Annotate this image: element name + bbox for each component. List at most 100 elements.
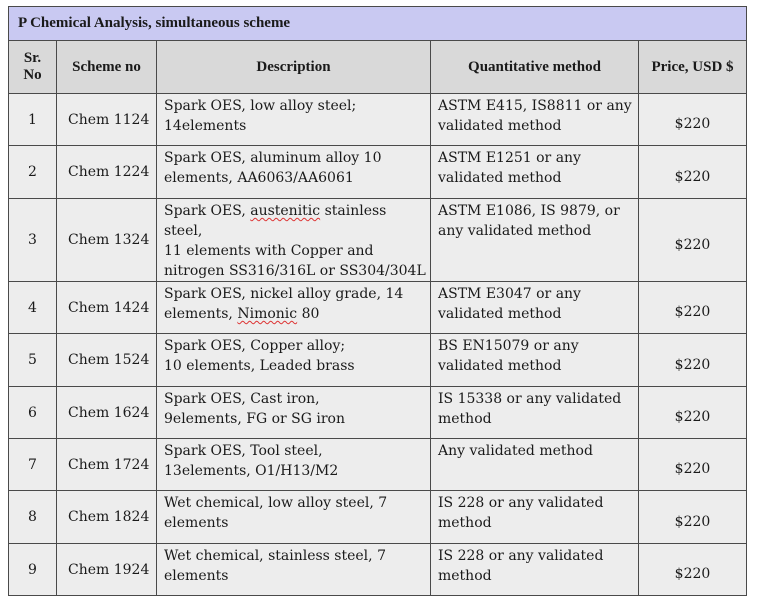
cell-description: Spark OES, aluminum alloy 10 elements, AA… (156, 145, 431, 199)
table-row: 6 Chem 1624 Spark OES, Cast iron, 9elements… (8, 386, 747, 439)
cell-scheme-no: Chem 1424 (56, 281, 157, 334)
header-description: Description (156, 40, 431, 94)
header-method: Quantitative method (430, 40, 639, 94)
cell-scheme-no: Chem 1824 (56, 490, 157, 544)
cell-scheme-no: Chem 1124 (56, 93, 157, 146)
cell-method: IS 228 or any validated method (430, 543, 639, 596)
description-line: elements, AA6063/AA6061 (164, 170, 354, 186)
cell-description: Wet chemical, stainless steel, 7 elements (156, 543, 431, 596)
method-line: IS 15338 or any validated (438, 391, 622, 407)
cell-sr-no: 1 (8, 93, 57, 146)
method-line: ASTM E1251 or any (438, 150, 581, 166)
table-row: 1 Chem 1124 Spark OES, low alloy steel; 14e… (8, 93, 747, 146)
method-line: validated method (438, 358, 562, 374)
method-line: method (438, 568, 492, 584)
description-line: Spark OES, Tool steel, (164, 443, 323, 459)
description-line: nitrogen SS316/316L or SS304/304L (164, 263, 426, 279)
cell-scheme-no: Chem 1924 (56, 543, 157, 596)
cell-sr-no: 2 (8, 145, 57, 199)
description-line: Wet chemical, stainless steel, 7 (164, 548, 386, 564)
cell-sr-no: 6 (8, 386, 57, 439)
description-line: Spark OES, Cast iron, (164, 391, 320, 407)
description-line: Spark OES, Copper alloy; (164, 338, 346, 354)
method-line: method (438, 411, 492, 427)
cell-price: $220 (638, 333, 747, 387)
cell-price: $220 (638, 438, 747, 491)
cell-price: $220 (638, 386, 747, 439)
cell-sr-no: 3 (8, 198, 57, 282)
cell-price: $220 (638, 490, 747, 544)
method-line: IS 228 or any validated (438, 495, 604, 511)
description-line: Wet chemical, low alloy steel, 7 (164, 495, 388, 511)
cell-price: $220 (638, 543, 747, 596)
cell-description: Spark OES, Copper alloy; 10 elements, Lea… (156, 333, 431, 387)
method-line: IS 228 or any validated (438, 548, 604, 564)
cell-method: ASTM E415, IS8811 or any validated method (430, 93, 639, 146)
cell-method: IS 228 or any validated method (430, 490, 639, 544)
header-scheme-no: Scheme no (56, 40, 157, 94)
description-line: 13elements, O1/H13/M2 (164, 463, 339, 479)
description-line: 9elements, FG or SG iron (164, 411, 346, 427)
table-title-row: P Chemical Analysis, simultaneous scheme (8, 6, 747, 41)
cell-method: BS EN15079 or any validated method (430, 333, 639, 387)
description-line: Spark OES, aluminum alloy 10 (164, 150, 382, 166)
table-row: 3 Chem 1324 Spark OES, austenitic stainles… (8, 198, 747, 282)
description-line: 11 elements with Copper and (164, 243, 374, 259)
cell-description: Spark OES, low alloy steel; 14elements (156, 93, 431, 146)
description-line: Spark OES, nickel alloy grade, 14 (164, 286, 404, 302)
cell-price: $220 (638, 198, 747, 282)
method-line: method (438, 515, 492, 531)
cell-description: Wet chemical, low alloy steel, 7 elements (156, 490, 431, 544)
cell-scheme-no: Chem 1724 (56, 438, 157, 491)
cell-price: $220 (638, 145, 747, 199)
cell-price: $220 (638, 281, 747, 334)
description-line: elements (164, 515, 229, 531)
cell-sr-no: 8 (8, 490, 57, 544)
cell-method: ASTM E1251 or any validated method (430, 145, 639, 199)
description-line: elements (164, 568, 229, 584)
table-row: 4 Chem 1424 Spark OES, nickel alloy grade,… (8, 281, 747, 334)
method-line: ASTM E1086, IS 9879, or (438, 203, 620, 219)
cell-description: Spark OES, Tool steel, 13elements, O1/H13… (156, 438, 431, 491)
cell-sr-no: 4 (8, 281, 57, 334)
description-line: Spark OES, austenitic stainless steel, (164, 203, 387, 239)
table-body: 1 Chem 1124 Spark OES, low alloy steel; 14e… (8, 93, 747, 596)
method-line: Any validated method (438, 443, 593, 459)
cell-scheme-no: Chem 1224 (56, 145, 157, 199)
method-line: ASTM E3047 or any (438, 286, 581, 302)
cell-description: Spark OES, nickel alloy grade, 14 element… (156, 281, 431, 334)
cell-scheme-no: Chem 1524 (56, 333, 157, 387)
scheme-table: P Chemical Analysis, simultaneous scheme… (8, 6, 747, 596)
method-line: BS EN15079 or any (438, 338, 579, 354)
description-line: 14elements (164, 118, 247, 134)
scheme-table-container: P Chemical Analysis, simultaneous scheme… (8, 6, 747, 596)
method-line: ASTM E415, IS8811 or any (438, 98, 632, 114)
cell-method: IS 15338 or any validated method (430, 386, 639, 439)
table-row: 7 Chem 1724 Spark OES, Tool steel, 13elemen… (8, 438, 747, 491)
header-sr-no: Sr. No (8, 40, 57, 94)
cell-sr-no: 7 (8, 438, 57, 491)
cell-method: ASTM E3047 or any validated method (430, 281, 639, 334)
table-header-row: Sr. No Scheme no Description Quantitativ… (8, 40, 747, 94)
cell-sr-no: 9 (8, 543, 57, 596)
header-price: Price, USD $ (638, 40, 747, 94)
method-line: any validated method (438, 223, 592, 239)
table-row: 2 Chem 1224 Spark OES, aluminum alloy 10 el… (8, 145, 747, 199)
table-title: P Chemical Analysis, simultaneous scheme (8, 6, 747, 41)
cell-sr-no: 5 (8, 333, 57, 387)
cell-scheme-no: Chem 1324 (56, 198, 157, 282)
cell-price: $220 (638, 93, 747, 146)
table-row: 5 Chem 1524 Spark OES, Copper alloy; 10 ele… (8, 333, 747, 387)
cell-scheme-no: Chem 1624 (56, 386, 157, 439)
description-line: 10 elements, Leaded brass (164, 358, 355, 374)
cell-method: ASTM E1086, IS 9879, or any validated met… (430, 198, 639, 282)
method-line: validated method (438, 170, 562, 186)
cell-description: Spark OES, Cast iron, 9elements, FG or SG… (156, 386, 431, 439)
method-line: validated method (438, 306, 562, 322)
method-line: validated method (438, 118, 562, 134)
cell-description: Spark OES, austenitic stainless steel, 11… (156, 198, 431, 282)
description-line: Spark OES, low alloy steel; (164, 98, 357, 114)
table-row: 9 Chem 1924 Wet chemical, stainless steel,… (8, 543, 747, 596)
description-line: elements, Nimonic 80 (164, 306, 320, 322)
cell-method: Any validated method (430, 438, 639, 491)
